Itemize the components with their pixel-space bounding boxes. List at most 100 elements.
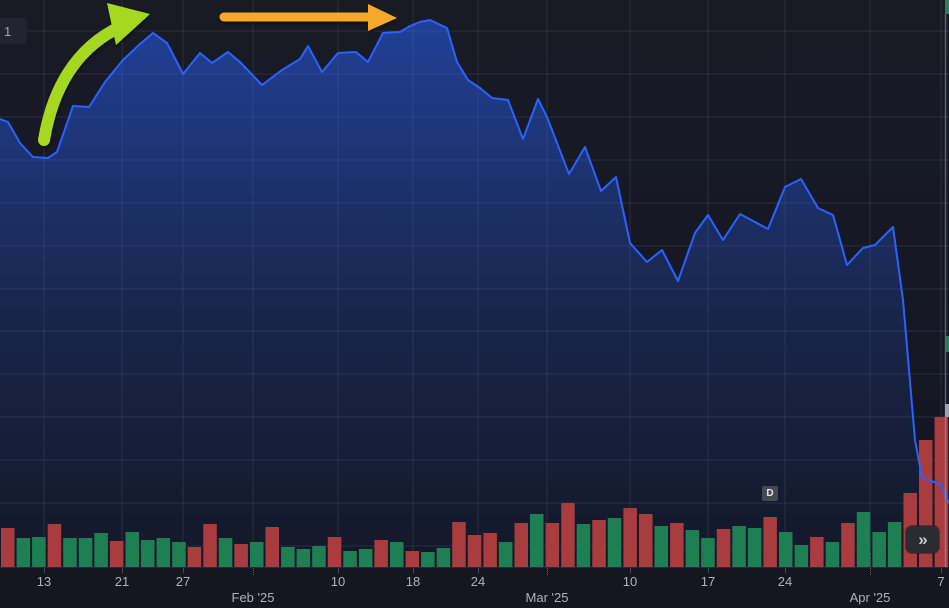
interval-badge[interactable]: D (762, 486, 778, 501)
volume-bar-down (109, 541, 124, 567)
volume-bar-down (639, 514, 653, 567)
time-axis-day-label: 10 (622, 574, 638, 589)
volume-bar-down (716, 529, 731, 567)
volume-bar-down (203, 524, 217, 567)
volume-bar-up (530, 514, 544, 567)
time-axis-month-label: Apr '25 (849, 590, 891, 605)
day-tick-mark (122, 568, 123, 573)
volume-bar-up (436, 548, 451, 567)
volume-bar-up (747, 528, 762, 567)
volume-bar-down (810, 537, 824, 567)
price-scale-fragment (945, 0, 949, 14)
volume-bar-up (825, 542, 840, 567)
time-axis-day-label: 27 (175, 574, 191, 589)
volume-bar-up (156, 538, 171, 567)
volume-bar-up (78, 538, 93, 567)
month-tick-mark (547, 553, 548, 575)
volume-bar-up (856, 512, 871, 567)
volume-bar-up (312, 546, 326, 567)
scroll-to-latest-button[interactable]: » (906, 526, 939, 553)
day-tick-mark (630, 568, 631, 573)
month-tick-mark (253, 553, 254, 575)
day-tick-mark (413, 568, 414, 573)
volume-bar-down (265, 527, 279, 567)
time-axis[interactable]: 13 21 27 10 18 24 10 17 24 7 Feb '25 Mar '25 Apr '25 (0, 567, 949, 608)
volume-bar-down (670, 523, 684, 567)
volume-bar-down (841, 523, 855, 567)
volume-bar-down (623, 508, 637, 567)
volume-bar-down (327, 537, 342, 567)
volume-bar-up (63, 538, 77, 567)
price-scale-fragment (945, 404, 949, 417)
volume-bar-up (172, 542, 186, 567)
time-axis-month-label: Feb '25 (231, 590, 275, 605)
time-axis-day-label: 21 (114, 574, 130, 589)
volume-bar-up (872, 532, 886, 567)
volume-bar-up (498, 542, 513, 567)
volume-bar-down (47, 524, 62, 567)
volume-bar-up (607, 518, 622, 567)
volume-bar-down (514, 523, 528, 567)
day-tick-mark (708, 568, 709, 573)
time-axis-day-label: 7 (937, 574, 945, 589)
price-line (0, 19, 949, 504)
orange-right-arrow-drawing[interactable] (219, 4, 397, 31)
price-scale-fragment (945, 336, 949, 352)
day-tick-mark (941, 568, 942, 573)
volume-bar-down (592, 520, 606, 567)
volume-bar-up (94, 533, 108, 567)
volume-bar-up (576, 524, 591, 567)
time-axis-day-label: 10 (330, 574, 346, 589)
volume-bar-up (218, 538, 233, 567)
time-axis-day-label: 13 (36, 574, 52, 589)
volume-bar-down (187, 547, 202, 567)
volume-bar-down (545, 523, 560, 567)
month-tick-mark (870, 553, 871, 575)
volume-bar-up (887, 522, 902, 567)
price-area-fill (0, 20, 949, 567)
volume-bar-down (374, 540, 388, 567)
chart-canvas[interactable]: 1 D » (0, 0, 949, 567)
volume-bar-up (654, 526, 668, 567)
volume-bar-up (343, 551, 357, 567)
volume-bar-up (732, 526, 746, 567)
volume-bar-up (390, 542, 404, 567)
time-axis-day-label: 17 (700, 574, 716, 589)
volume-bar-down (234, 544, 248, 567)
volume-bar-up (281, 547, 295, 567)
day-tick-mark (338, 568, 339, 573)
volume-bar-up (779, 532, 793, 567)
volume-bar-up (685, 530, 700, 567)
interval-badge-label: D (766, 488, 774, 499)
time-axis-day-label: 24 (777, 574, 793, 589)
volume-bar-up (296, 549, 311, 567)
price-scale-badge: 1 (0, 18, 27, 44)
double-chevron-right-icon: » (918, 530, 928, 549)
price-volume-chart[interactable] (0, 0, 949, 567)
volume-bar-down (1, 528, 15, 567)
day-tick-mark (183, 568, 184, 573)
volume-bar-down (405, 551, 420, 567)
time-axis-month-label: Mar '25 (525, 590, 569, 605)
volume-bar-up (421, 552, 435, 567)
day-tick-mark (785, 568, 786, 573)
volume-bar-up (141, 540, 155, 567)
volume-bar-up (358, 549, 373, 567)
volume-bar-up (16, 538, 31, 567)
day-tick-mark (44, 568, 45, 573)
volume-bar-down (483, 533, 497, 567)
volume-bar-down (467, 535, 482, 567)
time-axis-day-label: 24 (470, 574, 486, 589)
volume-bar-down (561, 503, 575, 567)
volume-bar-up (125, 532, 139, 567)
green-up-arrow-drawing[interactable] (38, 3, 150, 146)
volume-bar-down (452, 522, 466, 567)
volume-bar-down (763, 517, 777, 567)
volume-bar-up (701, 538, 715, 567)
price-scale-badge-label: 1 (4, 23, 12, 39)
volume-bar-up (32, 537, 46, 567)
volume-bar-up (794, 545, 809, 567)
time-axis-day-label: 18 (405, 574, 421, 589)
day-tick-mark (478, 568, 479, 573)
